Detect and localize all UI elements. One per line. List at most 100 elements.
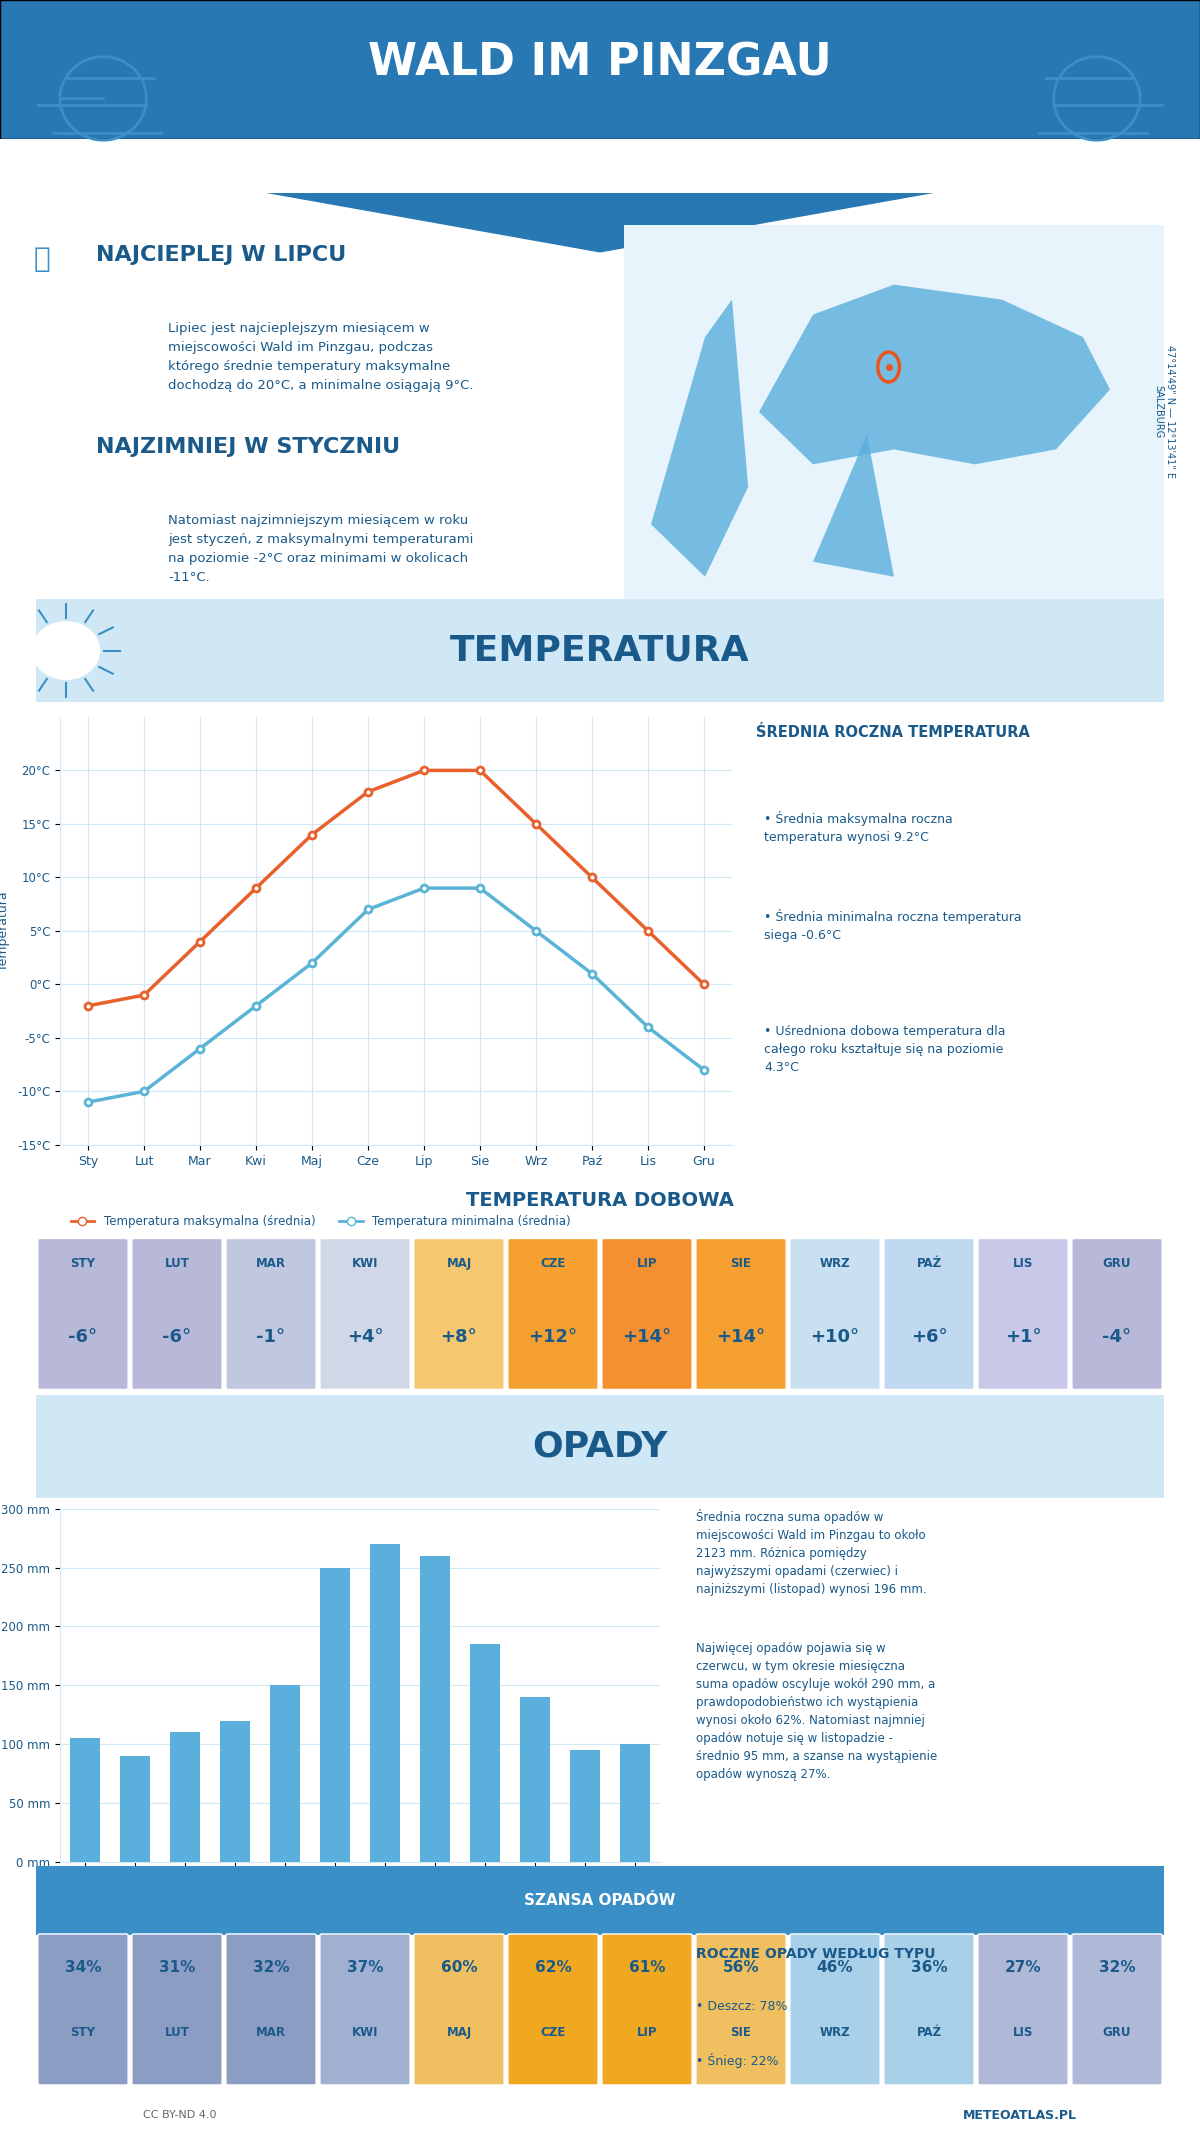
Text: SIE: SIE xyxy=(731,2027,751,2039)
FancyBboxPatch shape xyxy=(619,218,1170,608)
Text: • Średnia minimalna roczna temperatura
siega -0.6°C: • Średnia minimalna roczna temperatura s… xyxy=(764,910,1022,942)
Text: 32%: 32% xyxy=(253,1960,289,1975)
Bar xyxy=(620,1744,650,1862)
Text: LIP: LIP xyxy=(637,1258,658,1271)
Text: 46%: 46% xyxy=(817,1960,853,1975)
Text: +12°: +12° xyxy=(528,1329,577,1346)
Text: LUT: LUT xyxy=(164,1258,190,1271)
Text: OPADY: OPADY xyxy=(533,1430,667,1464)
Text: NAJZIMNIEJ W STYCZNIU: NAJZIMNIEJ W STYCZNIU xyxy=(96,437,400,458)
Text: WALD IM PINZGAU: WALD IM PINZGAU xyxy=(368,41,832,83)
Text: CZE: CZE xyxy=(540,1258,565,1271)
Text: 31%: 31% xyxy=(158,1960,196,1975)
Text: STY: STY xyxy=(71,2027,96,2039)
Text: GRU: GRU xyxy=(1103,1258,1132,1271)
FancyBboxPatch shape xyxy=(884,1239,974,1389)
FancyBboxPatch shape xyxy=(132,1935,222,2084)
Text: CZE: CZE xyxy=(540,2027,565,2039)
FancyBboxPatch shape xyxy=(320,1239,410,1389)
Text: PAŹ: PAŹ xyxy=(917,2027,942,2039)
Text: +8°: +8° xyxy=(440,1329,478,1346)
Text: +14°: +14° xyxy=(623,1329,672,1346)
FancyBboxPatch shape xyxy=(226,1935,316,2084)
Y-axis label: Temperatura: Temperatura xyxy=(0,890,10,972)
Text: MAR: MAR xyxy=(256,1258,286,1271)
FancyBboxPatch shape xyxy=(696,1239,786,1389)
Text: • Śnieg: 22%: • Śnieg: 22% xyxy=(696,2052,779,2067)
FancyBboxPatch shape xyxy=(602,1935,692,2084)
Text: 🌡: 🌡 xyxy=(34,244,50,272)
FancyBboxPatch shape xyxy=(696,1935,786,2084)
Text: 27%: 27% xyxy=(1004,1960,1042,1975)
FancyBboxPatch shape xyxy=(978,1935,1068,2084)
FancyBboxPatch shape xyxy=(978,1239,1068,1389)
Polygon shape xyxy=(650,300,749,576)
Text: MAJ: MAJ xyxy=(446,1258,472,1271)
Text: ROCZNE OPADY WEDŁUG TYPU: ROCZNE OPADY WEDŁUG TYPU xyxy=(696,1947,936,1962)
Text: WRZ: WRZ xyxy=(820,1258,851,1271)
FancyBboxPatch shape xyxy=(132,1239,222,1389)
FancyBboxPatch shape xyxy=(38,1935,128,2084)
Text: 56%: 56% xyxy=(722,1960,760,1975)
Text: 34%: 34% xyxy=(65,1960,101,1975)
Text: LIS: LIS xyxy=(1013,2027,1033,2039)
FancyBboxPatch shape xyxy=(1072,1239,1162,1389)
Bar xyxy=(420,1556,450,1862)
Bar xyxy=(220,1721,250,1862)
Text: 47°14'49" N — 12°13'41" E
SALZBURG: 47°14'49" N — 12°13'41" E SALZBURG xyxy=(1153,345,1175,479)
FancyBboxPatch shape xyxy=(884,1935,974,2084)
Text: SZANSA OPADÓW: SZANSA OPADÓW xyxy=(524,1892,676,1909)
Bar xyxy=(120,1755,150,1862)
FancyBboxPatch shape xyxy=(0,0,1200,139)
Text: +4°: +4° xyxy=(347,1329,383,1346)
FancyBboxPatch shape xyxy=(602,1239,692,1389)
Text: LUT: LUT xyxy=(164,2027,190,2039)
FancyBboxPatch shape xyxy=(414,1239,504,1389)
Text: 60%: 60% xyxy=(440,1960,478,1975)
Bar xyxy=(270,1686,300,1862)
FancyBboxPatch shape xyxy=(414,1935,504,2084)
Text: LIP: LIP xyxy=(637,2027,658,2039)
Text: WRZ: WRZ xyxy=(820,2027,851,2039)
Text: SIE: SIE xyxy=(731,1258,751,1271)
Polygon shape xyxy=(760,285,1110,464)
FancyBboxPatch shape xyxy=(13,1393,1187,1500)
Text: -4°: -4° xyxy=(1103,1329,1132,1346)
FancyBboxPatch shape xyxy=(25,1866,1175,1935)
Text: GRU: GRU xyxy=(1103,2027,1132,2039)
Text: ŚREDNIA ROCZNA TEMPERATURA: ŚREDNIA ROCZNA TEMPERATURA xyxy=(756,725,1030,740)
Text: METEOATLAS.PL: METEOATLAS.PL xyxy=(964,2108,1078,2123)
Bar xyxy=(70,1738,100,1862)
Text: NAJCIEPLEJ W LIPCU: NAJCIEPLEJ W LIPCU xyxy=(96,244,347,265)
Text: TEMPERATURA DOBOWA: TEMPERATURA DOBOWA xyxy=(466,1192,734,1209)
Text: -6°: -6° xyxy=(68,1329,97,1346)
Text: MAJ: MAJ xyxy=(446,2027,472,2039)
FancyBboxPatch shape xyxy=(790,1239,880,1389)
Text: CC BY-ND 4.0: CC BY-ND 4.0 xyxy=(143,2110,217,2121)
Text: 61%: 61% xyxy=(629,1960,665,1975)
Text: 32%: 32% xyxy=(1099,1960,1135,1975)
Text: Lipiec jest najcieplejszym miesiącem w
miejscowości Wald im Pinzgau, podczas
któ: Lipiec jest najcieplejszym miesiącem w m… xyxy=(168,321,474,392)
Text: AUSTRIA: AUSTRIA xyxy=(566,158,634,175)
Text: TEMPERATURA: TEMPERATURA xyxy=(450,633,750,668)
Bar xyxy=(570,1751,600,1862)
Bar xyxy=(320,1566,350,1862)
Bar xyxy=(470,1644,500,1862)
Text: • Średnia maksymalna roczna
temperatura wynosi 9.2°C: • Średnia maksymalna roczna temperatura … xyxy=(764,811,953,843)
Text: +6°: +6° xyxy=(911,1329,947,1346)
FancyBboxPatch shape xyxy=(38,1239,128,1389)
Text: PAŹ: PAŹ xyxy=(917,1258,942,1271)
Polygon shape xyxy=(264,193,936,253)
Text: +14°: +14° xyxy=(716,1329,766,1346)
Text: Najwięcej opadów pojawia się w
czerwcu, w tym okresie miesięczna
suma opadów osc: Najwięcej opadów pojawia się w czerwcu, … xyxy=(696,1641,937,1780)
Text: -6°: -6° xyxy=(162,1329,192,1346)
Legend: Temperatura maksymalna (średnia), Temperatura minimalna (średnia): Temperatura maksymalna (średnia), Temper… xyxy=(66,1211,575,1233)
Legend: Suma opadów: Suma opadów xyxy=(66,1911,192,1935)
Bar xyxy=(370,1545,400,1862)
FancyBboxPatch shape xyxy=(508,1935,598,2084)
FancyBboxPatch shape xyxy=(226,1239,316,1389)
Bar xyxy=(170,1733,200,1862)
Text: LIS: LIS xyxy=(1013,1258,1033,1271)
FancyBboxPatch shape xyxy=(13,597,1187,704)
Text: Średnia roczna suma opadów w
miejscowości Wald im Pinzgau to około
2123 mm. Różn: Średnia roczna suma opadów w miejscowośc… xyxy=(696,1509,926,1596)
